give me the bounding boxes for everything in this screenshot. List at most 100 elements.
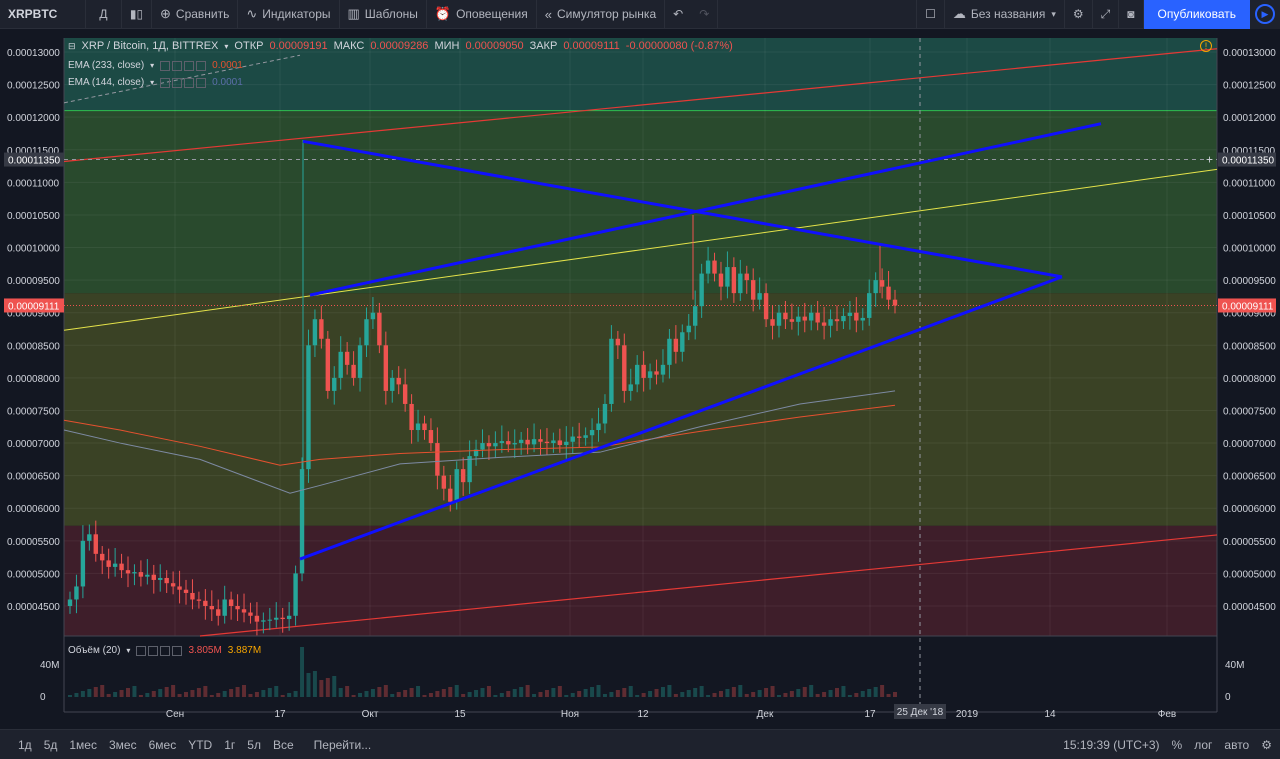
fullscreen-layout-button[interactable]: ☐ [916, 0, 945, 29]
replay-button[interactable]: « Симулятор рынка [537, 0, 666, 29]
symbol-search[interactable]: XRPBTC [0, 0, 86, 29]
volume-bar [744, 694, 749, 697]
volume-bar [570, 693, 575, 697]
candles-icon: ▮▯ [129, 7, 144, 21]
range-button[interactable]: 1мес [69, 737, 97, 752]
warning-icon[interactable]: ! [1200, 40, 1212, 52]
ema144-line [63, 390, 896, 494]
layout-name-button[interactable]: ☁ Без названия ▾ [945, 0, 1065, 29]
publish-button[interactable]: Опубликовать [1143, 0, 1250, 29]
volume-bar [216, 693, 221, 697]
chevron-down-icon[interactable]: ▾ [150, 61, 155, 70]
price-tick-label: 0.00012000 [1223, 113, 1276, 124]
chart-area[interactable]: 0.00013000 0.00013000 0.00012500 0.00012500… [0, 30, 1280, 729]
time-tick-label: Фев [1158, 709, 1176, 720]
volume-bar [293, 691, 298, 697]
time-tick-label: Окт [362, 709, 379, 720]
price-tick-label: 0.00004500 [1223, 602, 1276, 613]
snapshot-button[interactable]: ◙ [1119, 0, 1144, 29]
range-button[interactable]: 1д [18, 737, 32, 752]
volume-bar [493, 695, 498, 697]
candle-body [435, 443, 440, 476]
alerts-button[interactable]: ⏰ Оповещения [427, 0, 537, 29]
volume-buttons[interactable] [136, 645, 183, 656]
range-button[interactable]: 6мес [148, 737, 177, 752]
auto-toggle[interactable]: авто [1224, 737, 1250, 752]
crosshair-price-label-box [1218, 152, 1276, 167]
volume-bar [828, 690, 833, 697]
redo-button[interactable]: ↷ [691, 0, 719, 29]
volume-bar [106, 694, 111, 697]
ema233-line [63, 404, 896, 466]
volume-legend[interactable]: Объём (20) ▾ 3.805M 3.887M [68, 645, 261, 656]
gear-icon[interactable]: ⚙ [1261, 737, 1272, 752]
candle-body [602, 403, 608, 424]
last-price-label-box [1218, 298, 1276, 313]
range-button[interactable]: YTD [188, 737, 213, 752]
goto-button[interactable]: Перейти... [313, 737, 372, 752]
range-button[interactable]: Все [272, 737, 294, 752]
templates-button[interactable]: ▥ Шаблоны [340, 0, 427, 29]
ema1-buttons[interactable] [160, 60, 207, 71]
volume-bar [383, 685, 388, 697]
volume-bar [300, 647, 305, 697]
ema2-value: 0.0001 [212, 77, 243, 88]
legend-title[interactable]: XRP / Bitcoin, 1Д, BITTREX [81, 40, 219, 52]
candle-body [138, 572, 144, 577]
fullscreen-button[interactable]: ⤢ [1093, 0, 1120, 29]
volume-bar [441, 689, 446, 697]
price-tick-label-left: 0.00012000 [7, 113, 60, 124]
candle-body [228, 599, 234, 606]
ema2-buttons[interactable] [160, 77, 207, 88]
clock-time[interactable]: 15:19:39 (UTC+3) [1063, 737, 1160, 752]
cloud-icon: ☁ [952, 6, 966, 21]
volume-bar [151, 691, 156, 697]
volume-bar [332, 676, 337, 697]
time-tick-label: 15 [454, 709, 466, 720]
triangle-lower-line [299, 275, 1063, 561]
settings-button[interactable]: ⚙ [1065, 0, 1093, 29]
volume-bar [396, 692, 401, 697]
ema2-legend[interactable]: EMA (144, close) ▾ 0.0001 [68, 77, 243, 88]
bottom-toolbar: 1д 5д 1мес 3мес 6мес YTD 1г 5л Все Перейти... 15… [0, 729, 1280, 759]
volume-bar [641, 693, 646, 697]
volume-bar [583, 689, 588, 697]
candle-body [158, 577, 163, 580]
volume-bar [164, 687, 169, 697]
chevron-down-icon[interactable]: ▾ [150, 78, 155, 87]
range-button[interactable]: 5л [247, 737, 261, 752]
chevron-down-icon[interactable]: ▾ [126, 646, 131, 655]
close-value: 0.00009111 [563, 40, 620, 52]
volume-bar [435, 691, 440, 697]
price-chart[interactable]: 0.00013000 0.00013000 0.00012500 0.00012500… [0, 30, 1280, 729]
last-price-label-left: 0.00009111 [8, 301, 60, 312]
price-tick-label-left: 0.00005500 [7, 537, 60, 548]
volume-bar [538, 692, 543, 697]
crosshair-date-box [894, 704, 946, 719]
volume-bar [596, 685, 601, 697]
compare-button[interactable]: ⊕ Сравнить [152, 0, 239, 29]
volume-bar [138, 695, 143, 697]
percent-toggle[interactable]: % [1171, 737, 1183, 752]
log-toggle[interactable]: лог [1194, 737, 1213, 752]
range-button[interactable]: 5д [43, 737, 58, 752]
ema1-legend[interactable]: EMA (233, close) ▾ 0.0001 [68, 60, 243, 71]
volume-tick-label: 0 [1225, 692, 1231, 703]
price-tick-label: 0.00006000 [1223, 504, 1276, 515]
chevron-down-icon[interactable]: ▾ [224, 41, 229, 51]
candle-body [332, 377, 337, 391]
undo-button[interactable]: ↶ [665, 0, 691, 29]
range-button[interactable]: 1г [224, 737, 236, 752]
candle-body [873, 280, 878, 294]
range-button[interactable]: 3мес [108, 737, 137, 752]
open-value: 0.00009191 [269, 40, 328, 52]
candle-body [357, 345, 363, 378]
candle-body [402, 384, 408, 404]
interval-button[interactable]: Д [86, 0, 122, 29]
chart-type-button[interactable]: ▮▯ [122, 0, 152, 29]
indicators-button[interactable]: ∿ Индикаторы [238, 0, 340, 29]
candle-body [544, 441, 550, 444]
volume-bar [274, 686, 279, 697]
collapse-icon[interactable]: ⊟ [68, 40, 76, 51]
play-button[interactable]: ▶ [1250, 0, 1280, 29]
